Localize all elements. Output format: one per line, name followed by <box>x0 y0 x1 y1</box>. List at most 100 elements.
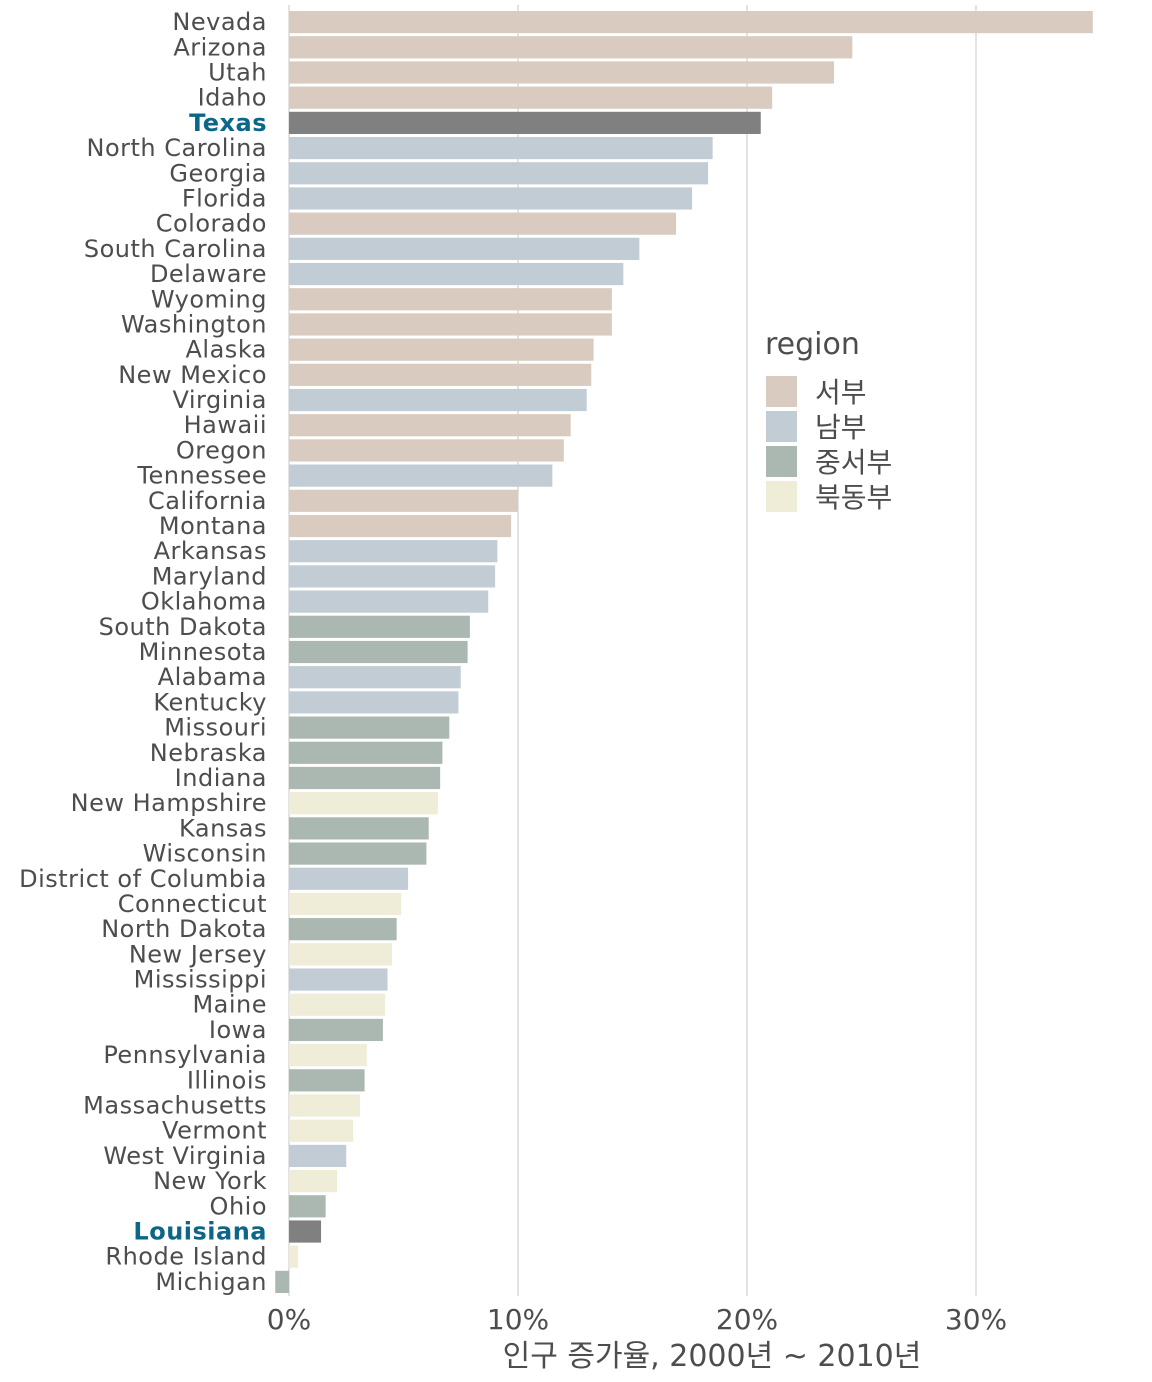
bar-alaska <box>289 338 594 361</box>
x-axis-title: 인구 증가율, 2000년 ~ 2010년 <box>503 1339 922 1374</box>
label-ohio: Ohio <box>210 1192 267 1220</box>
label-georgia: Georgia <box>169 159 267 187</box>
label-north-carolina: North Carolina <box>87 134 268 162</box>
x-tick-label-0: 0% <box>267 1303 311 1336</box>
legend-swatch-midwest <box>766 446 797 477</box>
bar-texas <box>289 111 761 134</box>
bar-north-carolina <box>289 136 713 160</box>
x-axis-ticks: 0% 10% 20% 30% <box>267 1303 1007 1336</box>
label-virginia: Virginia <box>173 386 268 414</box>
bar-nebraska <box>289 741 443 764</box>
bar-pennsylvania <box>289 1044 367 1067</box>
label-arizona: Arizona <box>173 33 267 61</box>
bar-georgia <box>289 162 709 185</box>
bar-oregon <box>289 439 564 462</box>
bar-colorado <box>289 212 677 235</box>
label-utah: Utah <box>208 58 267 86</box>
bar-california <box>289 489 518 512</box>
bar-new-hampshire <box>289 792 438 815</box>
legend-swatch-south <box>766 411 797 442</box>
x-tick-label-10: 10% <box>487 1303 549 1336</box>
label-mississippi: Mississippi <box>134 966 267 994</box>
label-louisiana: Louisiana <box>133 1218 267 1246</box>
bar-maryland <box>289 565 496 588</box>
label-texas: Texas <box>189 109 267 137</box>
label-rhode-island: Rhode Island <box>105 1243 267 1271</box>
label-wyoming: Wyoming <box>151 285 267 313</box>
bar-nevada <box>289 11 1093 34</box>
bar-oklahoma <box>289 590 489 613</box>
label-north-dakota: North Dakota <box>101 915 267 943</box>
bar-arizona <box>289 36 853 59</box>
label-colorado: Colorado <box>156 210 267 238</box>
label-south-carolina: South Carolina <box>84 235 267 263</box>
label-nevada: Nevada <box>172 8 267 36</box>
legend-title: region <box>765 327 860 362</box>
label-arkansas: Arkansas <box>154 537 267 565</box>
bar-virginia <box>289 388 587 412</box>
label-idaho: Idaho <box>198 84 267 112</box>
label-delaware: Delaware <box>150 260 267 288</box>
legend-label-south: 남부 <box>815 411 867 444</box>
bar-missouri <box>289 716 450 739</box>
bar-louisiana <box>289 1220 322 1243</box>
label-tennessee: Tennessee <box>136 462 267 490</box>
bar-indiana <box>289 766 441 790</box>
label-missouri: Missouri <box>164 714 267 742</box>
bar-new-york <box>289 1170 338 1193</box>
x-tick-label-30: 30% <box>945 1303 1007 1336</box>
label-montana: Montana <box>159 512 267 540</box>
bar-tennessee <box>289 464 553 487</box>
label-south-dakota: South Dakota <box>99 613 267 641</box>
label-maryland: Maryland <box>152 562 267 590</box>
label-iowa: Iowa <box>209 1016 267 1044</box>
bars <box>275 11 1093 1293</box>
label-hawaii: Hawaii <box>184 411 267 439</box>
bar-montana <box>289 514 512 538</box>
bar-new-jersey <box>289 943 393 966</box>
label-new-mexico: New Mexico <box>118 361 267 389</box>
label-illinois: Illinois <box>187 1066 267 1094</box>
legend-swatch-northeast <box>766 481 797 512</box>
label-wisconsin: Wisconsin <box>143 840 267 868</box>
label-new-hampshire: New Hampshire <box>71 789 267 817</box>
bar-wisconsin <box>289 842 427 865</box>
bar-rhode-island <box>289 1245 299 1268</box>
label-oklahoma: Oklahoma <box>141 588 267 616</box>
bar-connecticut <box>289 892 402 916</box>
legend-label-midwest: 중서부 <box>815 446 892 479</box>
label-vermont: Vermont <box>162 1117 267 1145</box>
legend-label-northeast: 북동부 <box>815 481 892 514</box>
label-west-virginia: West Virginia <box>103 1142 267 1170</box>
bar-idaho <box>289 86 773 109</box>
label-oregon: Oregon <box>176 436 267 464</box>
bar-mississippi <box>289 968 388 991</box>
bar-south-carolina <box>289 237 640 260</box>
bar-arkansas <box>289 540 498 563</box>
bar-alabama <box>289 666 461 689</box>
label-california: California <box>148 487 267 515</box>
legend-swatch-west <box>766 376 797 407</box>
label-kentucky: Kentucky <box>153 688 267 716</box>
bar-vermont <box>289 1119 354 1142</box>
bar-massachusetts <box>289 1094 360 1117</box>
label-michigan: Michigan <box>155 1268 267 1296</box>
bar-kansas <box>289 817 429 840</box>
bar-kentucky <box>289 691 459 714</box>
bar-iowa <box>289 1018 383 1042</box>
label-kansas: Kansas <box>179 814 267 842</box>
bar-delaware <box>289 262 624 286</box>
bar-south-dakota <box>289 615 470 638</box>
bar-ohio <box>289 1195 326 1218</box>
bar-maine <box>289 993 386 1016</box>
bar-district-of-columbia <box>289 867 409 890</box>
label-nebraska: Nebraska <box>150 739 267 767</box>
bar-utah <box>289 61 835 84</box>
label-florida: Florida <box>182 184 267 212</box>
label-alabama: Alabama <box>158 663 267 691</box>
bar-minnesota <box>289 640 468 664</box>
bar-north-dakota <box>289 918 397 941</box>
label-district-of-columbia: District of Columbia <box>19 865 267 893</box>
